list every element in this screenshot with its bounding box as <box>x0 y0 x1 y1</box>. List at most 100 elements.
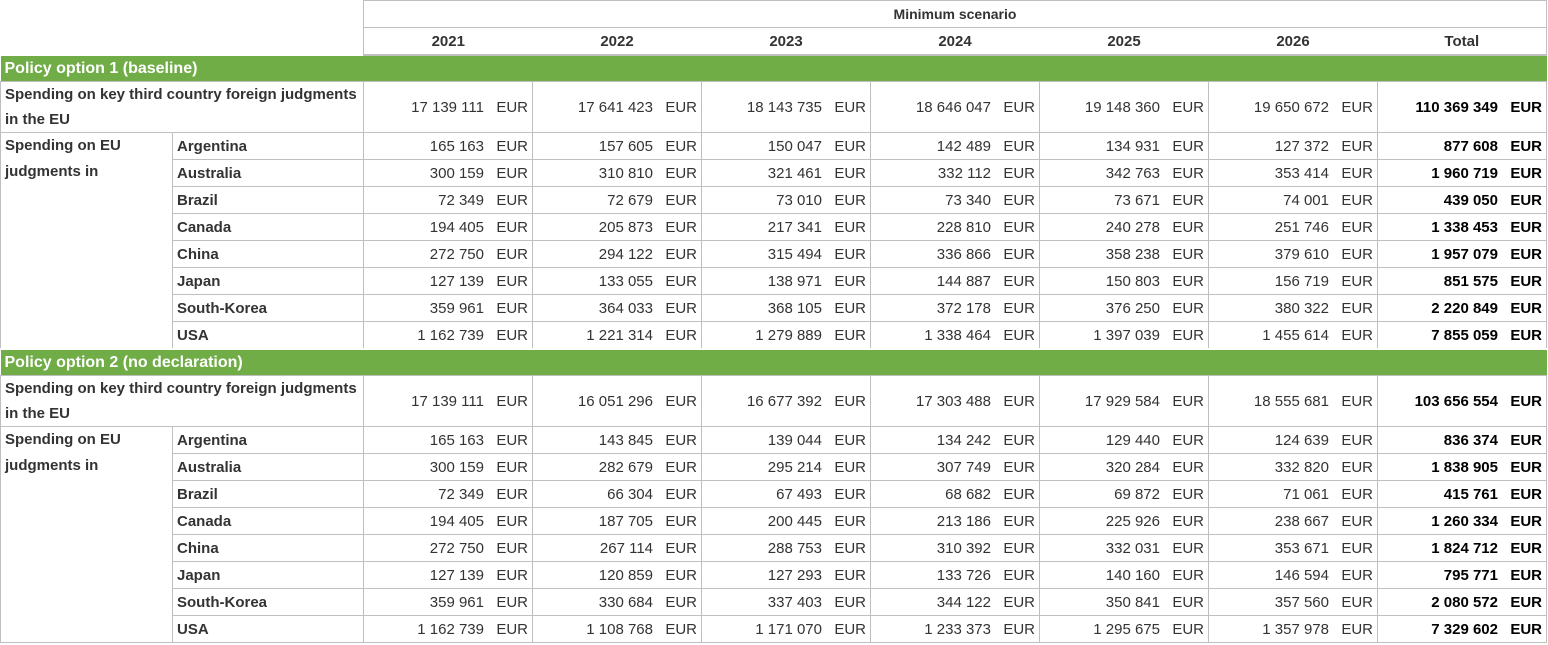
table-row: Canada 194 405 EUR 205 873 EUR 217 341 EUR 228 … <box>1 213 1547 241</box>
total-cell: 2 080 572 EUR <box>1377 588 1547 616</box>
table-row: South-Korea 359 961 EUR 330 684 EUR 337 403 EU… <box>1 588 1547 616</box>
currency: EUR <box>1172 245 1204 263</box>
value-cell: 165 163 EUR <box>363 132 533 160</box>
value-cell: 16 677 392 EUR <box>701 375 871 427</box>
amount: 359 961 <box>429 593 484 611</box>
value-cell: 200 445 EUR <box>701 507 871 535</box>
currency: EUR <box>496 512 528 530</box>
amount: 288 753 <box>767 539 822 557</box>
total-cell: 851 575 EUR <box>1377 267 1547 295</box>
currency: EUR <box>1341 137 1373 155</box>
amount: 17 929 584 <box>1084 392 1160 410</box>
value-cell: 240 278 EUR <box>1039 213 1209 241</box>
value-cell: 17 139 111 EUR <box>363 375 533 427</box>
value-cell: 1 108 768 EUR <box>532 615 702 643</box>
amount: 146 594 <box>1274 566 1329 584</box>
amount: 1 957 079 <box>1431 245 1498 263</box>
amount: 7 855 059 <box>1431 326 1498 344</box>
amount: 150 047 <box>767 137 822 155</box>
amount: 336 866 <box>936 245 991 263</box>
value-cell: 127 139 EUR <box>363 561 533 589</box>
currency: EUR <box>1003 566 1035 584</box>
amount: 127 139 <box>429 272 484 290</box>
currency: EUR <box>1341 485 1373 503</box>
currency: EUR <box>1341 272 1373 290</box>
amount: 69 872 <box>1114 485 1160 503</box>
amount: 294 122 <box>598 245 653 263</box>
country-name: Australia <box>172 159 364 187</box>
amount: 205 873 <box>598 218 653 236</box>
section-header-row: Policy option 2 (no declaration) <box>0 348 1547 376</box>
value-cell: 127 293 EUR <box>701 561 871 589</box>
total-cell: 1 960 719 EUR <box>1377 159 1547 187</box>
currency: EUR <box>496 392 528 410</box>
currency: EUR <box>834 299 866 317</box>
table-row: China 272 750 EUR 294 122 EUR 315 494 EUR 336 8… <box>1 240 1547 268</box>
column-header: 2024 <box>870 27 1040 56</box>
value-cell: 127 372 EUR <box>1208 132 1378 160</box>
value-cell: 67 493 EUR <box>701 480 871 508</box>
value-cell: 124 639 EUR <box>1208 426 1378 454</box>
amount: 18 143 735 <box>746 98 822 116</box>
currency: EUR <box>1341 392 1373 410</box>
value-cell: 142 489 EUR <box>870 132 1040 160</box>
amount: 332 820 <box>1274 458 1329 476</box>
amount: 73 671 <box>1114 191 1160 209</box>
country-name: South-Korea <box>172 294 364 322</box>
value-cell: 127 139 EUR <box>363 267 533 295</box>
amount: 2 080 572 <box>1431 593 1498 611</box>
blank-corner <box>1 28 364 56</box>
amount: 358 238 <box>1105 245 1160 263</box>
currency: EUR <box>1510 326 1542 344</box>
amount: 2 220 849 <box>1431 299 1498 317</box>
value-cell: 1 455 614 EUR <box>1208 321 1378 350</box>
amount: 157 605 <box>598 137 653 155</box>
amount: 165 163 <box>429 431 484 449</box>
amount: 17 303 488 <box>915 392 991 410</box>
value-cell: 129 440 EUR <box>1039 426 1209 454</box>
currency: EUR <box>1003 593 1035 611</box>
value-cell: 18 143 735 EUR <box>701 81 871 133</box>
currency: EUR <box>1172 458 1204 476</box>
amount: 150 803 <box>1105 272 1160 290</box>
value-cell: 272 750 EUR <box>363 240 533 268</box>
amount: 1 960 719 <box>1431 164 1498 182</box>
total-cell: 110 369 349 EUR <box>1377 81 1547 133</box>
currency: EUR <box>1003 245 1035 263</box>
value-cell: 1 162 739 EUR <box>363 321 533 350</box>
group-label: Spending on EU judgments in <box>0 426 173 643</box>
value-cell: 357 560 EUR <box>1208 588 1378 616</box>
amount: 372 178 <box>936 299 991 317</box>
table-row: South-Korea 359 961 EUR 364 033 EUR 368 105 EU… <box>1 294 1547 322</box>
amount: 851 575 <box>1443 272 1498 290</box>
key-row: Spending on key third country foreign ju… <box>0 81 1547 133</box>
value-cell: 156 719 EUR <box>1208 267 1378 295</box>
total-cell: 1 957 079 EUR <box>1377 240 1547 268</box>
value-cell: 120 859 EUR <box>532 561 702 589</box>
currency: EUR <box>834 164 866 182</box>
total-cell: 1 260 334 EUR <box>1377 507 1547 535</box>
table-row: Brazil 72 349 EUR 66 304 EUR 67 493 EUR 68 682 E… <box>1 480 1547 508</box>
amount: 240 278 <box>1105 218 1160 236</box>
amount: 1 233 373 <box>924 620 991 638</box>
value-cell: 358 238 EUR <box>1039 240 1209 268</box>
currency: EUR <box>1510 620 1542 638</box>
currency: EUR <box>1341 512 1373 530</box>
total-cell: 2 220 849 EUR <box>1377 294 1547 322</box>
amount: 272 750 <box>429 245 484 263</box>
value-cell: 157 605 EUR <box>532 132 702 160</box>
value-cell: 150 803 EUR <box>1039 267 1209 295</box>
currency: EUR <box>834 98 866 116</box>
amount: 357 560 <box>1274 593 1329 611</box>
value-cell: 17 641 423 EUR <box>532 81 702 133</box>
amount: 67 493 <box>776 485 822 503</box>
header-row-scenario: Minimum scenario <box>1 0 1547 28</box>
amount: 103 656 554 <box>1414 392 1498 410</box>
amount: 144 887 <box>936 272 991 290</box>
currency: EUR <box>665 485 697 503</box>
table-row: Canada 194 405 EUR 187 705 EUR 200 445 EUR 213 … <box>1 507 1547 535</box>
currency: EUR <box>1341 593 1373 611</box>
country-name: Argentina <box>172 132 364 160</box>
currency: EUR <box>1172 191 1204 209</box>
value-cell: 73 671 EUR <box>1039 186 1209 214</box>
